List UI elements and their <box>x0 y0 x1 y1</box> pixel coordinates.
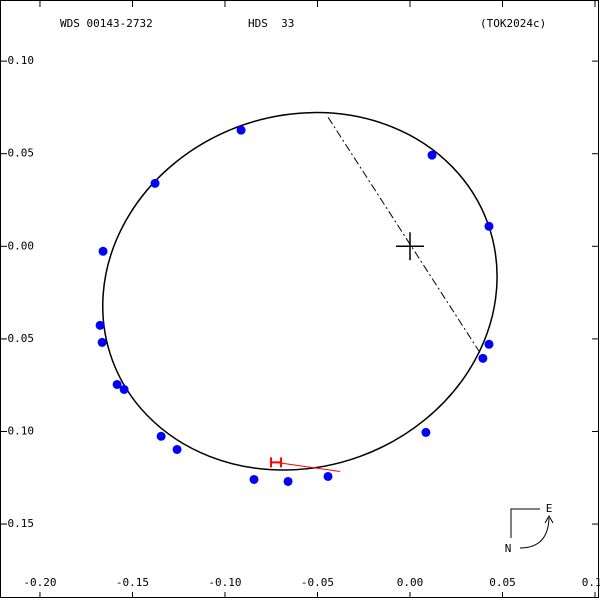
measure-point <box>119 384 129 394</box>
x-tick-label: -0.05 <box>301 576 334 589</box>
orbit <box>102 111 498 471</box>
measure-point <box>150 178 160 188</box>
measure-point <box>421 427 431 437</box>
measure-point <box>478 353 488 363</box>
measure-point <box>236 125 246 135</box>
y-tick-label: 0.00 <box>8 239 35 252</box>
x-tick-label: 0.05 <box>489 576 516 589</box>
primary-star <box>395 232 424 261</box>
x-tick-label: 0.00 <box>397 576 424 589</box>
compass-arrow <box>519 517 550 549</box>
residual <box>275 461 341 472</box>
compass: E N <box>505 502 554 555</box>
latest-measure <box>270 457 283 468</box>
measure-point <box>97 337 107 347</box>
y-tick-label: -0.05 <box>1 332 34 345</box>
wds-id: WDS 00143-2732 <box>60 17 153 30</box>
y-tick-label: 0.05 <box>8 147 35 160</box>
compass-axes <box>510 508 540 538</box>
measure-point <box>484 221 494 231</box>
x-tick-label: 0.10 <box>582 576 600 589</box>
y-tick-label: -0.15 <box>1 517 34 530</box>
measure-point <box>156 431 166 441</box>
east-label: E <box>546 502 553 515</box>
measure-point <box>427 150 437 160</box>
compass-arrowhead <box>544 514 554 524</box>
y-tick-label: 0.10 <box>8 54 35 67</box>
star-name: HDS 33 <box>248 17 294 30</box>
x-tick-label: -0.20 <box>23 576 56 589</box>
measure-point <box>95 320 105 330</box>
measure-point <box>98 246 108 256</box>
periastron-line <box>327 116 482 355</box>
y-tick-label: -0.10 <box>1 424 34 437</box>
measure-point <box>112 379 122 389</box>
x-tick-label: -0.15 <box>116 576 149 589</box>
measure-point <box>249 474 259 484</box>
measure-point <box>323 471 333 481</box>
measure-point <box>484 339 494 349</box>
reference: (TOK2024c) <box>480 17 546 30</box>
measure-point <box>283 476 293 486</box>
x-tick-label: -0.10 <box>208 576 241 589</box>
north-label: N <box>505 542 512 555</box>
measure-point <box>172 444 182 454</box>
